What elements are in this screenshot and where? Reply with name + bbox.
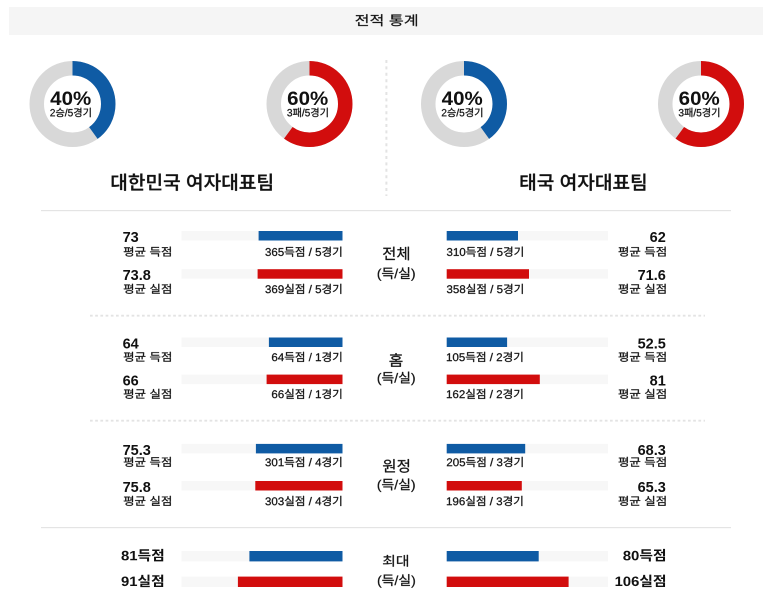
svg-text:60%: 60%: [287, 88, 328, 110]
svg-text:62: 62: [650, 230, 666, 246]
svg-text:40%: 40%: [442, 88, 483, 110]
svg-text:73: 73: [123, 230, 139, 246]
svg-text:60%: 60%: [679, 88, 720, 110]
svg-text:73.8: 73.8: [123, 268, 151, 284]
svg-text:52.5: 52.5: [638, 337, 666, 353]
svg-text:81: 81: [650, 374, 666, 390]
svg-text:71.6: 71.6: [638, 268, 666, 284]
svg-text:64: 64: [123, 337, 139, 353]
svg-text:66: 66: [123, 374, 139, 390]
svg-text:40%: 40%: [50, 88, 91, 110]
svg-text:68.3: 68.3: [638, 443, 666, 459]
svg-text:65.3: 65.3: [638, 480, 666, 496]
svg-text:75.3: 75.3: [123, 443, 151, 459]
svg-text:75.8: 75.8: [123, 480, 151, 496]
